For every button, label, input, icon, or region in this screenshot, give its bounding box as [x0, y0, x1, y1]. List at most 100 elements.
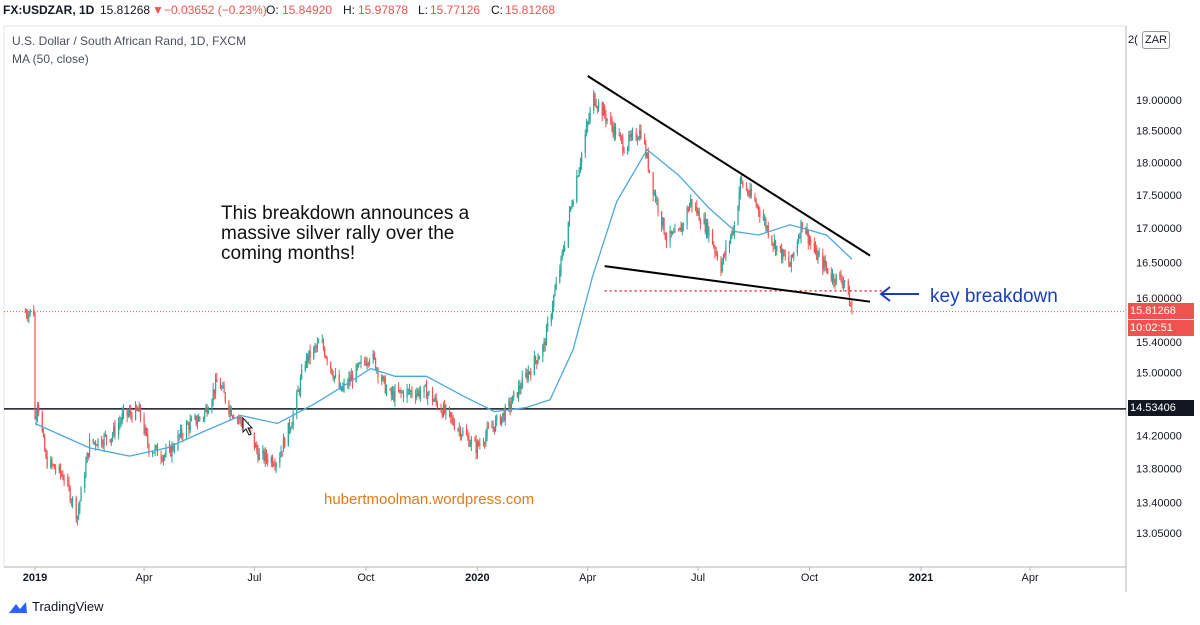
candle-body [844, 280, 846, 283]
candle-body [799, 237, 801, 239]
candle-body [326, 357, 328, 363]
candle-body [708, 229, 710, 237]
candle-body [394, 388, 396, 401]
candle-body [670, 230, 672, 235]
candle-body [69, 487, 71, 501]
candle-body [62, 475, 64, 480]
indicator-label[interactable]: MA (50, close) [12, 52, 89, 66]
annotation-line-2: massive silver rally over the [221, 223, 455, 244]
candle-body [93, 442, 95, 444]
candle-body [136, 405, 138, 410]
candle-body [445, 407, 447, 413]
candle-body [78, 508, 80, 517]
lower-trendline [604, 265, 871, 303]
price-tick-label: 19.00000 [1136, 95, 1182, 107]
candle-body [431, 391, 434, 402]
candle-body [452, 418, 454, 425]
price-tick-label: 13.80000 [1136, 464, 1182, 476]
candle-body [349, 377, 351, 381]
candle-body [316, 343, 319, 348]
time-tick-label: Jul [247, 572, 261, 584]
candle-body [239, 417, 241, 419]
candle-body [280, 451, 282, 457]
price-tick-label: 13.05000 [1136, 528, 1182, 540]
candle-body [629, 135, 631, 138]
candle-body [172, 445, 174, 450]
candle-body [680, 227, 682, 233]
candle-body [674, 229, 676, 233]
candle-body [451, 417, 453, 419]
candle-body [148, 444, 150, 454]
candle-body [800, 221, 802, 238]
candle-body [467, 435, 469, 437]
candle-body [645, 143, 647, 157]
candle-body [814, 247, 817, 253]
time-tick-label: Oct [357, 572, 374, 584]
candle-body [511, 395, 514, 404]
candle-body [745, 186, 748, 191]
candle-body [71, 498, 74, 502]
candle-body [789, 264, 791, 267]
candle-body [493, 426, 495, 431]
candle-body [528, 371, 531, 373]
candle-body [543, 341, 545, 346]
candle-body [105, 434, 108, 440]
candle-body [595, 104, 597, 108]
candle-body [297, 390, 299, 392]
candle-body [536, 360, 538, 364]
candle-body [801, 221, 803, 228]
candle-body [478, 441, 480, 446]
candle-body [485, 435, 487, 444]
candle-body [739, 177, 742, 193]
candle-body [441, 411, 443, 417]
candle-body [101, 438, 103, 445]
candle-body [96, 445, 98, 447]
candle-body [808, 240, 811, 244]
candle-body [703, 218, 705, 224]
tradingview-logo[interactable]: TradingView [6, 597, 136, 617]
candle-body [601, 102, 603, 116]
candle-body [425, 385, 428, 399]
candle-body [114, 425, 116, 435]
candle-body [178, 434, 180, 436]
candle-body [722, 254, 725, 263]
candle-body [547, 322, 549, 327]
candle-body [318, 342, 320, 344]
candle-body [428, 391, 430, 394]
candle-body [806, 229, 808, 234]
candle-body [605, 114, 607, 121]
candle-body [738, 192, 740, 207]
candle-body [834, 281, 836, 284]
time-tick-label: 2021 [909, 572, 933, 584]
candle-body [588, 119, 590, 123]
candle-body [538, 356, 540, 360]
candle-body [381, 377, 383, 381]
time-tick-label: Apr [136, 572, 153, 584]
candle-body [662, 218, 664, 226]
low-value: 15.77126 [430, 3, 481, 17]
candle-body [231, 415, 234, 417]
candle-body [581, 153, 583, 164]
candle-body [348, 377, 350, 385]
candle-body [677, 229, 680, 231]
candle-body [724, 254, 726, 256]
candle-body [433, 400, 435, 402]
candle-body [631, 132, 634, 134]
candle-body [173, 449, 175, 451]
time-tick-label: 2020 [465, 572, 489, 584]
candle-body [824, 260, 826, 267]
currency-badge[interactable]: ZAR [1142, 31, 1170, 49]
candle-body [627, 146, 629, 153]
candle-body [562, 250, 565, 253]
candle-body [594, 93, 596, 105]
candle-body [716, 253, 718, 260]
candle-body [25, 311, 28, 316]
symbol-label[interactable]: FX:USDZAR, 1D [3, 3, 95, 17]
candle-body [236, 418, 239, 420]
candle-body [144, 428, 146, 434]
candle-body [822, 253, 824, 269]
candle-body [504, 406, 506, 421]
candle-body [747, 190, 749, 194]
candle-body [390, 389, 392, 396]
